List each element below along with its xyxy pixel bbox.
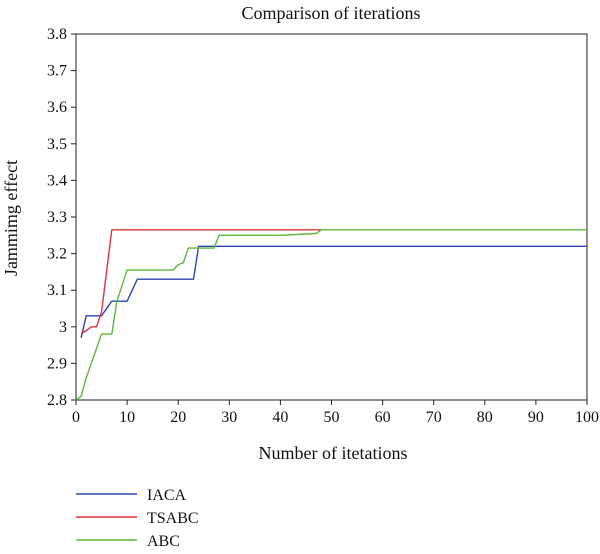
plot-area-frame [75,33,588,401]
series-line-tsabc [80,229,322,335]
x-tick-label: 40 [272,409,288,426]
x-tick-label: 90 [528,409,544,426]
x-axis-title: Number of itetations [259,443,408,463]
x-tick-label: 60 [375,409,391,426]
chart-title: Comparison of iterations [242,3,421,23]
y-tick-label: 3.2 [47,246,67,263]
x-tick-label: 30 [221,409,237,426]
y-tick-label: 3 [59,319,67,336]
y-axis-title: Jammimg effect [1,160,21,276]
legend-label-iaca: IACA [147,487,187,504]
series-line-iaca [80,245,587,338]
series-line-abc [75,229,587,401]
y-tick-label: 3.6 [47,99,67,116]
y-axis: 2.8 2.9 3 3.1 3.2 3.3 3.4 3.5 3.6 3.7 3.8 [47,26,76,409]
y-tick-label: 3.1 [47,282,67,299]
series-lines [75,229,587,401]
x-tick-label: 10 [119,409,135,426]
y-tick-label: 3.7 [47,63,67,80]
y-tick-label: 2.9 [47,355,67,372]
y-tick-label: 3.8 [47,26,67,43]
legend: IACA TSABC ABC [76,487,199,550]
y-tick-label: 2.8 [47,392,67,409]
x-tick-label: 0 [72,409,80,426]
x-tick-label: 80 [477,409,493,426]
x-tick-label: 100 [575,409,599,426]
x-axis: 0 10 20 30 40 50 60 70 80 90 100 [72,400,599,426]
x-tick-label: 20 [170,409,186,426]
legend-label-abc: ABC [147,533,180,550]
legend-label-tsabc: TSABC [147,510,199,527]
y-tick-label: 3.4 [47,172,67,189]
x-tick-label: 70 [426,409,442,426]
x-tick-label: 50 [324,409,340,426]
y-tick-label: 3.5 [47,136,67,153]
y-tick-label: 3.3 [47,209,67,226]
